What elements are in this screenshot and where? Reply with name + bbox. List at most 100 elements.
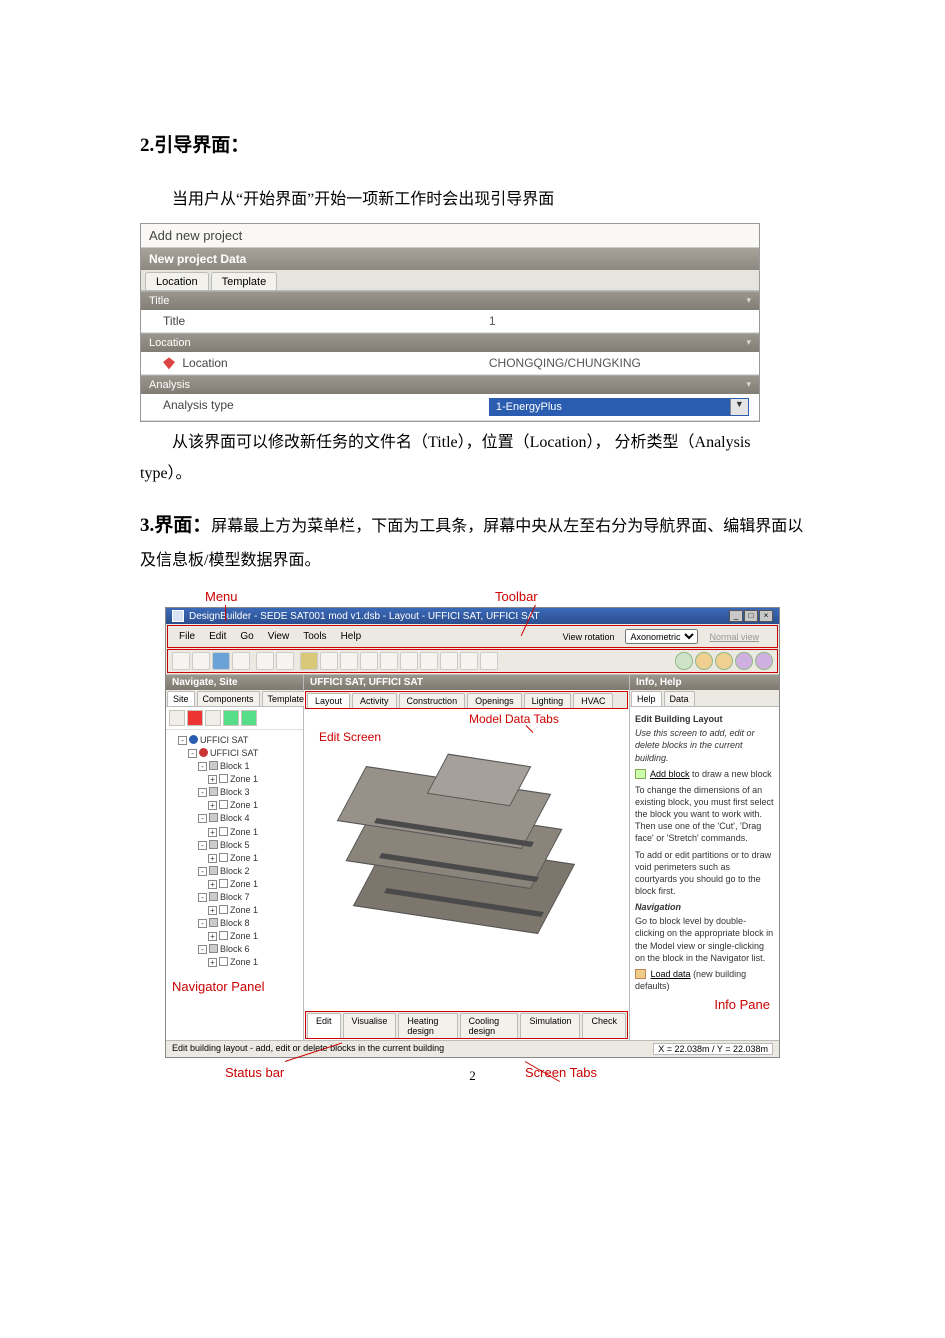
dropdown-icon[interactable]: ▼ <box>730 399 748 415</box>
row-location: Location CHONGQING/CHUNGKING <box>141 352 759 375</box>
nav-tool-next-icon[interactable] <box>241 710 257 726</box>
mdtab-hvac[interactable]: HVAC <box>573 693 613 708</box>
title-value[interactable]: 1 <box>481 310 759 332</box>
add-project-dialog: Add new project New project Data Locatio… <box>140 223 760 422</box>
tree-zone[interactable]: +Zone 1 <box>168 852 301 865</box>
tool-open-icon[interactable] <box>192 652 210 670</box>
tab-template[interactable]: Template <box>211 272 278 290</box>
tool-cut-icon[interactable] <box>320 652 338 670</box>
tool-select-icon[interactable] <box>420 652 438 670</box>
close-button[interactable]: × <box>759 610 773 622</box>
tool-new-icon[interactable] <box>172 652 190 670</box>
tree-zone[interactable]: +Zone 1 <box>168 878 301 891</box>
menu-tools[interactable]: Tools <box>296 629 333 644</box>
nav-tool-icon[interactable] <box>169 710 185 726</box>
tool-undo-icon[interactable] <box>256 652 274 670</box>
section-title-bar[interactable]: Title ▾ <box>141 291 759 310</box>
normal-view-link[interactable]: Normal view <box>702 630 766 644</box>
view-rotation-select[interactable]: Axonometric <box>625 629 698 644</box>
tool-measure-icon[interactable] <box>380 652 398 670</box>
annot-toolbar: Toolbar <box>495 589 538 604</box>
title-label: Title <box>141 310 481 332</box>
menu-file[interactable]: File <box>172 629 202 644</box>
btab-cooling[interactable]: Cooling design <box>460 1013 519 1038</box>
tool-save-icon[interactable] <box>212 652 230 670</box>
app-logo-icon <box>172 610 184 622</box>
tool-nav-fwd-icon[interactable] <box>715 652 733 670</box>
mdtab-construction[interactable]: Construction <box>399 693 466 708</box>
dialog-panel-header: New project Data <box>141 248 759 270</box>
info-tab-data[interactable]: Data <box>664 691 695 706</box>
addblock-link[interactable]: Add block <box>650 769 690 779</box>
tool-fit-icon[interactable] <box>755 652 773 670</box>
tool-print-icon[interactable] <box>232 652 250 670</box>
info-tab-help[interactable]: Help <box>631 691 662 706</box>
tool-nav-up-icon[interactable] <box>695 652 713 670</box>
btab-check[interactable]: Check <box>582 1013 626 1038</box>
app-window: DesignBuilder - SEDE SAT001 mod v1.dsb -… <box>165 607 780 1058</box>
nav-tab-site[interactable]: Site <box>167 691 195 706</box>
location-value[interactable]: CHONGQING/CHUNGKING <box>481 352 759 374</box>
tree-block[interactable]: -Block 4 <box>168 812 301 825</box>
tool-move-icon[interactable] <box>440 652 458 670</box>
addblock-icon <box>635 769 646 779</box>
section-location-bar[interactable]: Location ▾ <box>141 333 759 352</box>
tree-zone[interactable]: +Zone 1 <box>168 773 301 786</box>
tool-draw-icon[interactable] <box>400 652 418 670</box>
mdtab-activity[interactable]: Activity <box>352 693 397 708</box>
analysis-select[interactable]: 1-EnergyPlus ▼ <box>489 398 749 416</box>
nav-tab-components[interactable]: Components <box>197 691 260 706</box>
minimize-button[interactable]: _ <box>729 610 743 622</box>
menu-edit[interactable]: Edit <box>202 629 233 644</box>
tree-zone[interactable]: +Zone 1 <box>168 956 301 969</box>
btab-edit[interactable]: Edit <box>307 1013 341 1038</box>
tree-block[interactable]: -Block 3 <box>168 786 301 799</box>
tool-redo-icon[interactable] <box>276 652 294 670</box>
tree-block[interactable]: -Block 7 <box>168 891 301 904</box>
tree-block[interactable]: -Block 6 <box>168 943 301 956</box>
collapse-icon: ▾ <box>746 295 751 307</box>
tree-zone[interactable]: +Zone 1 <box>168 904 301 917</box>
menu-go[interactable]: Go <box>233 629 260 644</box>
tool-copy-icon[interactable] <box>460 652 478 670</box>
tree-zone[interactable]: +Zone 1 <box>168 799 301 812</box>
mdtab-openings[interactable]: Openings <box>467 693 522 708</box>
tool-nav-back-icon[interactable] <box>675 652 693 670</box>
tree-block[interactable]: -Block 5 <box>168 839 301 852</box>
status-bar: Edit building layout - add, edit or dele… <box>166 1040 779 1057</box>
loaddata-link[interactable]: Load data <box>651 969 691 979</box>
info-content: Edit Building Layout Use this screen to … <box>630 707 779 1018</box>
view-rotation-label: View rotation <box>556 630 622 644</box>
mdtab-lighting[interactable]: Lighting <box>524 693 572 708</box>
tree-block[interactable]: -Block 1 <box>168 760 301 773</box>
tab-location[interactable]: Location <box>145 272 209 290</box>
section-2-intro: 当用户从“开始界面”开始一项新工作时会出现引导界面 <box>140 185 805 215</box>
tree-block[interactable]: -Block 2 <box>168 865 301 878</box>
nav-tool-delete-icon[interactable] <box>187 710 203 726</box>
maximize-button[interactable]: □ <box>744 610 758 622</box>
nav-tool-prev-icon[interactable] <box>223 710 239 726</box>
row-analysis: Analysis type 1-EnergyPlus ▼ <box>141 394 759 421</box>
btab-heating[interactable]: Heating design <box>398 1013 457 1038</box>
section-analysis-bar[interactable]: Analysis ▾ <box>141 375 759 394</box>
tree-zone[interactable]: +Zone 1 <box>168 930 301 943</box>
tool-zoom-icon[interactable] <box>735 652 753 670</box>
annot-info-pane: Info Pane <box>635 996 770 1014</box>
mdtab-layout[interactable]: Layout <box>307 693 350 708</box>
tool-rotate-icon[interactable] <box>480 652 498 670</box>
menu-view[interactable]: View <box>261 629 297 644</box>
loaddata-icon <box>635 969 646 979</box>
tree-zone[interactable]: +Zone 1 <box>168 826 301 839</box>
btab-visualise[interactable]: Visualise <box>343 1013 397 1038</box>
menu-help[interactable]: Help <box>334 629 369 644</box>
tool-drag-icon[interactable] <box>340 652 358 670</box>
tool-stretch-icon[interactable] <box>360 652 378 670</box>
tree-block[interactable]: -Block 8 <box>168 917 301 930</box>
model-canvas[interactable]: Edit Screen Model Data Tabs <box>304 710 629 1010</box>
nav-tool-icon[interactable] <box>205 710 221 726</box>
building-model <box>354 770 574 940</box>
btab-simulation[interactable]: Simulation <box>520 1013 580 1038</box>
analysis-label: Analysis type <box>141 394 481 420</box>
tool-addblock-icon[interactable] <box>300 652 318 670</box>
info-p1: Use this screen to add, edit or delete b… <box>635 727 774 763</box>
